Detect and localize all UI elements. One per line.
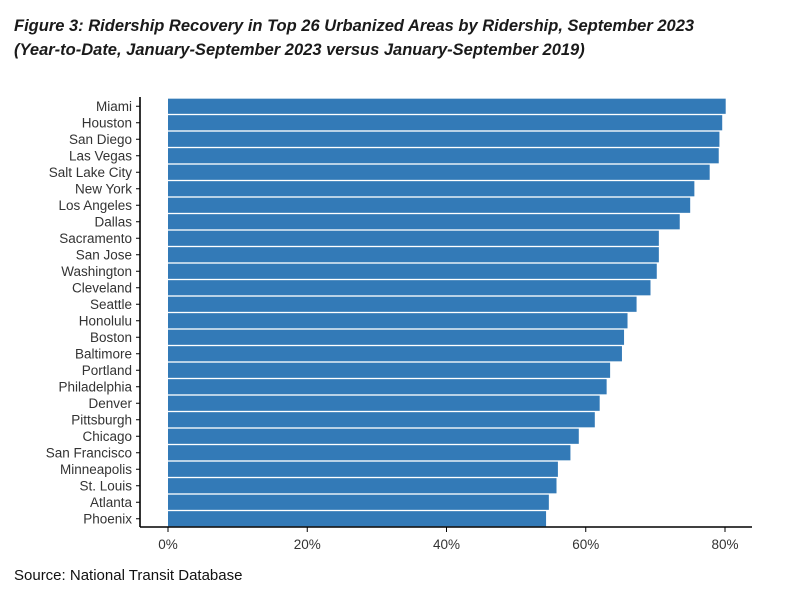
x-tick-label: 60% xyxy=(572,537,599,552)
category-label: Minneapolis xyxy=(60,462,132,477)
bar xyxy=(168,263,657,279)
category-label: Salt Lake City xyxy=(49,165,133,180)
bar xyxy=(168,247,659,263)
category-label: Pittsburgh xyxy=(71,412,132,427)
bar xyxy=(168,346,622,362)
category-label: St. Louis xyxy=(79,478,132,493)
category-label: Washington xyxy=(61,264,132,279)
category-label: Dallas xyxy=(94,214,132,229)
category-label: Honolulu xyxy=(79,313,132,328)
bar xyxy=(168,362,611,378)
bar xyxy=(168,329,625,345)
bar xyxy=(168,428,579,444)
category-label: Cleveland xyxy=(72,280,132,295)
bar xyxy=(168,230,659,246)
chart-title-line1: Figure 3: Ridership Recovery in Top 26 U… xyxy=(14,17,695,35)
category-label: Las Vegas xyxy=(69,148,132,163)
bar xyxy=(168,181,695,197)
x-tick-label: 20% xyxy=(294,537,321,552)
bar xyxy=(168,197,691,213)
bar xyxy=(168,280,651,296)
chart-title: Figure 3: Ridership Recovery in Top 26 U… xyxy=(14,14,694,62)
category-label: Sacramento xyxy=(59,231,132,246)
bar xyxy=(168,115,723,131)
bar xyxy=(168,148,719,164)
category-label: Houston xyxy=(82,115,132,130)
bar xyxy=(168,461,558,477)
category-label: San Jose xyxy=(76,247,132,262)
category-label: Chicago xyxy=(82,429,132,444)
x-tick-label: 80% xyxy=(711,537,738,552)
category-label: Denver xyxy=(88,396,132,411)
category-label: San Diego xyxy=(69,132,132,147)
category-label: Seattle xyxy=(90,297,132,312)
category-label: Baltimore xyxy=(75,346,132,361)
bar xyxy=(168,494,549,510)
bar xyxy=(168,296,637,312)
category-label: Los Angeles xyxy=(58,198,132,213)
bar xyxy=(168,313,628,329)
category-label: Phoenix xyxy=(83,511,132,526)
bar xyxy=(168,379,607,395)
bar xyxy=(168,511,547,527)
bar xyxy=(168,445,571,461)
bar xyxy=(168,98,726,114)
bar xyxy=(168,214,680,230)
x-tick-label: 0% xyxy=(158,537,178,552)
category-label: Portland xyxy=(82,363,132,378)
x-tick-label: 40% xyxy=(433,537,460,552)
category-label: Atlanta xyxy=(90,495,133,510)
bar xyxy=(168,164,710,180)
category-label: San Francisco xyxy=(46,445,132,460)
category-label: Boston xyxy=(90,330,132,345)
bar xyxy=(168,478,557,494)
category-label: New York xyxy=(75,181,132,196)
category-label: Philadelphia xyxy=(58,379,132,394)
bar xyxy=(168,412,595,428)
bar xyxy=(168,131,720,147)
category-label: Miami xyxy=(96,99,132,114)
bar xyxy=(168,395,600,411)
chart-title-line2: (Year-to-Date, January-September 2023 ve… xyxy=(14,41,585,59)
source-note: Source: National Transit Database xyxy=(14,567,243,584)
